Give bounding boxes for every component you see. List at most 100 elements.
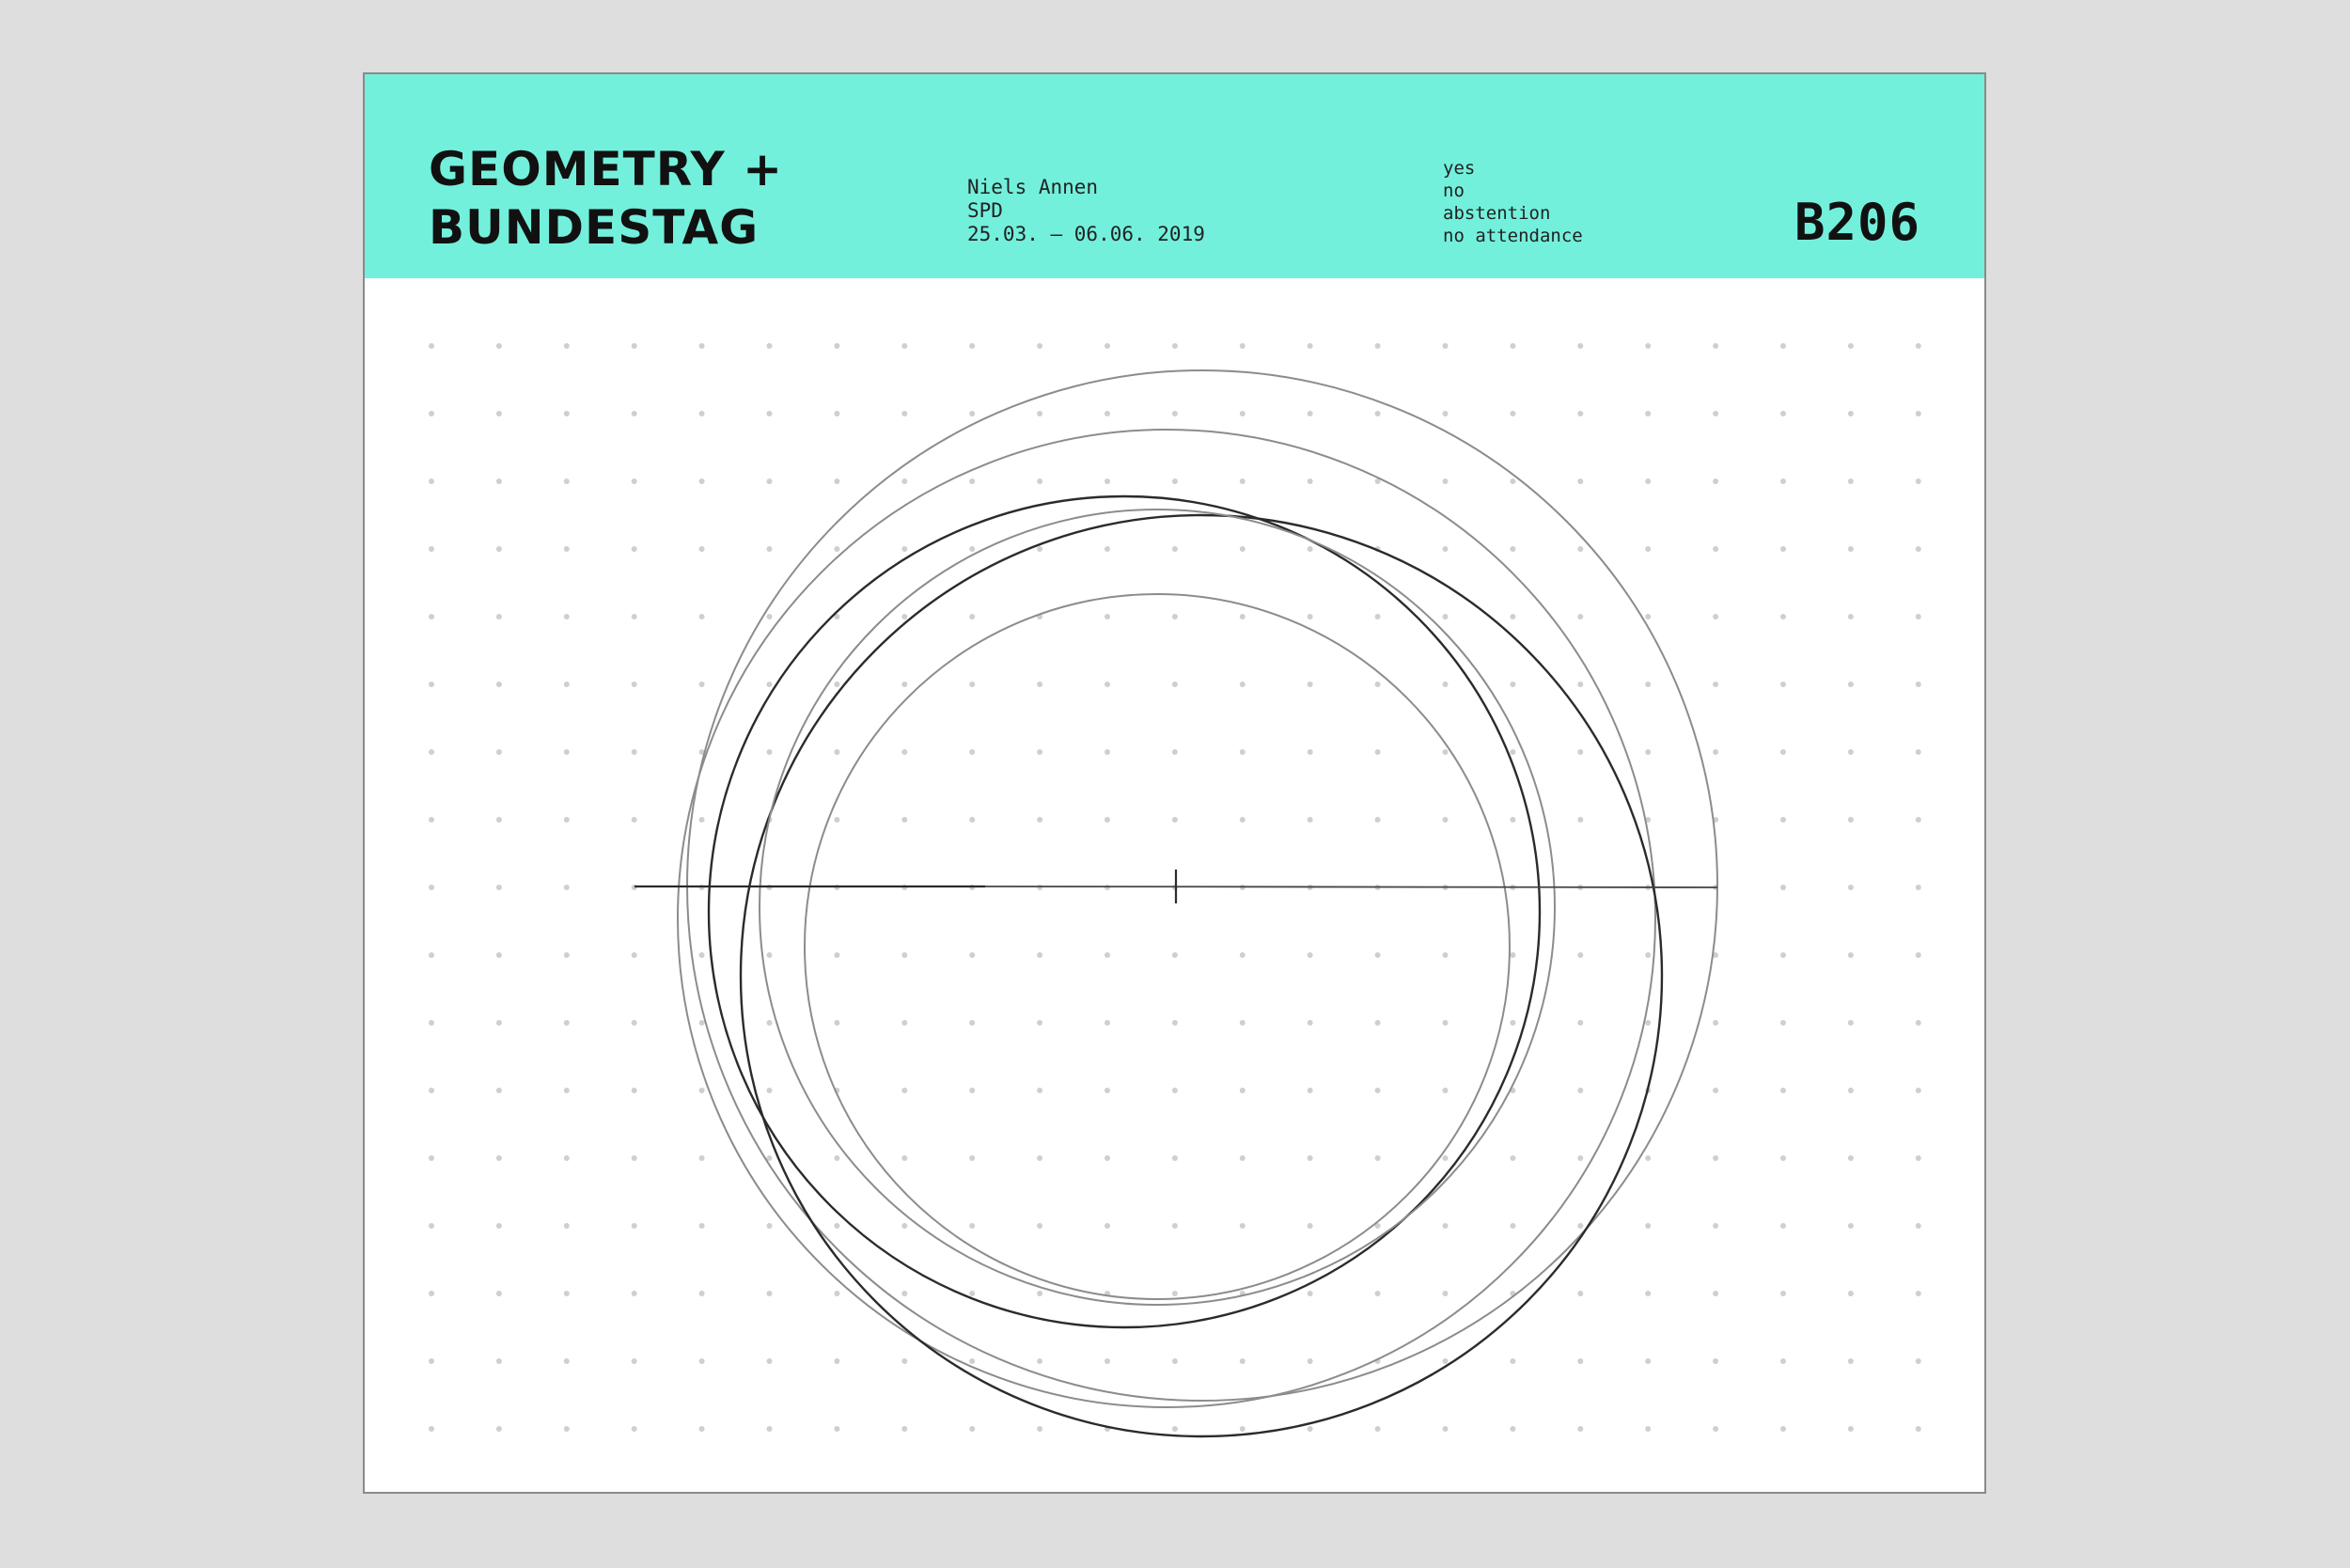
grid-dot xyxy=(1307,1426,1313,1432)
grid-dot xyxy=(1713,478,1719,484)
grid-dot xyxy=(1171,1088,1178,1093)
grid-dot xyxy=(563,343,570,349)
grid-dot xyxy=(1780,1020,1786,1026)
title-line-2: BUNDESTAG xyxy=(429,200,760,255)
grid-dot xyxy=(631,411,637,416)
grid-dot xyxy=(1510,411,1516,416)
grid-dot xyxy=(1037,1020,1043,1026)
grid-dot xyxy=(1442,478,1449,484)
grid-dot xyxy=(1442,952,1449,958)
grid-dot xyxy=(1510,1426,1516,1432)
grid-dot xyxy=(1915,343,1921,349)
grid-dot xyxy=(429,1291,434,1296)
grid-dot xyxy=(1780,1358,1786,1364)
dot-grid xyxy=(429,343,1921,1432)
grid-dot xyxy=(901,478,908,484)
grid-dot xyxy=(1104,343,1110,349)
grid-dot xyxy=(1780,1426,1786,1432)
grid-dot xyxy=(563,749,570,755)
grid-dot xyxy=(901,817,908,823)
grid-dot xyxy=(1713,1358,1719,1364)
grid-dot xyxy=(698,1223,705,1229)
grid-dot xyxy=(969,682,976,687)
grid-dot xyxy=(429,885,434,890)
grid-dot xyxy=(1239,478,1246,484)
grid-dot xyxy=(698,1020,705,1026)
grid-dot xyxy=(1171,749,1178,755)
grid-dot xyxy=(1307,1358,1313,1364)
grid-dot xyxy=(1713,1426,1719,1432)
grid-dot xyxy=(766,1358,773,1364)
grid-dot xyxy=(698,682,705,687)
grid-dot xyxy=(834,1426,840,1432)
grid-dot xyxy=(1510,343,1516,349)
grid-dot xyxy=(1645,1426,1652,1432)
grid-dot xyxy=(1037,885,1043,890)
grid-dot xyxy=(1780,411,1786,416)
grid-dot xyxy=(1645,411,1652,416)
grid-dot xyxy=(1442,817,1449,823)
grid-dot xyxy=(969,614,976,619)
grid-dot xyxy=(1713,343,1719,349)
grid-dot xyxy=(969,952,976,958)
grid-dot xyxy=(1577,952,1584,958)
grid-dot xyxy=(834,1020,840,1026)
grid-dot xyxy=(1037,343,1043,349)
grid-dot xyxy=(698,1426,705,1432)
grid-dot xyxy=(1713,749,1719,755)
grid-dot xyxy=(766,343,773,349)
grid-dot xyxy=(969,1426,976,1432)
grid-dot xyxy=(1645,682,1652,687)
grid-dot xyxy=(631,1358,637,1364)
grid-dot xyxy=(1847,478,1854,484)
grid-dot xyxy=(1915,1020,1921,1026)
grid-dot xyxy=(1577,343,1584,349)
vote-circle xyxy=(759,509,1556,1306)
grid-dot xyxy=(834,411,840,416)
grid-dot xyxy=(1374,1426,1381,1432)
grid-dot xyxy=(1847,952,1854,958)
grid-dot xyxy=(1104,1020,1110,1026)
grid-dot xyxy=(834,952,840,958)
grid-dot xyxy=(901,1426,908,1432)
grid-dot xyxy=(1442,614,1449,619)
grid-dot xyxy=(429,952,434,958)
grid-dot xyxy=(631,1223,637,1229)
grid-dot xyxy=(834,343,840,349)
grid-dot xyxy=(1780,1223,1786,1229)
grid-dot xyxy=(429,1155,434,1161)
legend-no-attendance: no attendance xyxy=(1443,226,1583,246)
grid-dot xyxy=(901,952,908,958)
grid-dot xyxy=(1307,478,1313,484)
grid-dot xyxy=(495,682,502,687)
grid-dot xyxy=(631,1291,637,1296)
grid-dot xyxy=(1780,546,1786,552)
grid-dot xyxy=(1847,1223,1854,1229)
grid-dot xyxy=(969,817,976,823)
grid-dot xyxy=(1577,1426,1584,1432)
grid-dot xyxy=(1171,1020,1178,1026)
grid-dot xyxy=(1713,1223,1719,1229)
poster-header: GEOMETRY + BUNDESTAG Niels Annen SPD 25.… xyxy=(365,74,1984,278)
legend-yes: yes xyxy=(1443,158,1476,179)
grid-dot xyxy=(1713,1155,1719,1161)
grid-dot xyxy=(834,1155,840,1161)
grid-dot xyxy=(1510,749,1516,755)
grid-dot xyxy=(1104,1358,1110,1364)
grid-dot xyxy=(1442,749,1449,755)
grid-dot xyxy=(1374,614,1381,619)
grid-dot xyxy=(901,1155,908,1161)
grid-dot xyxy=(901,749,908,755)
grid-dot xyxy=(563,885,570,890)
legend-no: no xyxy=(1443,180,1465,201)
grid-dot xyxy=(1577,817,1584,823)
grid-dot xyxy=(698,1291,705,1296)
grid-dot xyxy=(563,1291,570,1296)
grid-dot xyxy=(1510,817,1516,823)
grid-dot xyxy=(969,1223,976,1229)
grid-dot xyxy=(1037,546,1043,552)
grid-dot xyxy=(901,682,908,687)
grid-dot xyxy=(1239,546,1246,552)
vote-circle xyxy=(707,494,1542,1329)
grid-dot xyxy=(698,614,705,619)
